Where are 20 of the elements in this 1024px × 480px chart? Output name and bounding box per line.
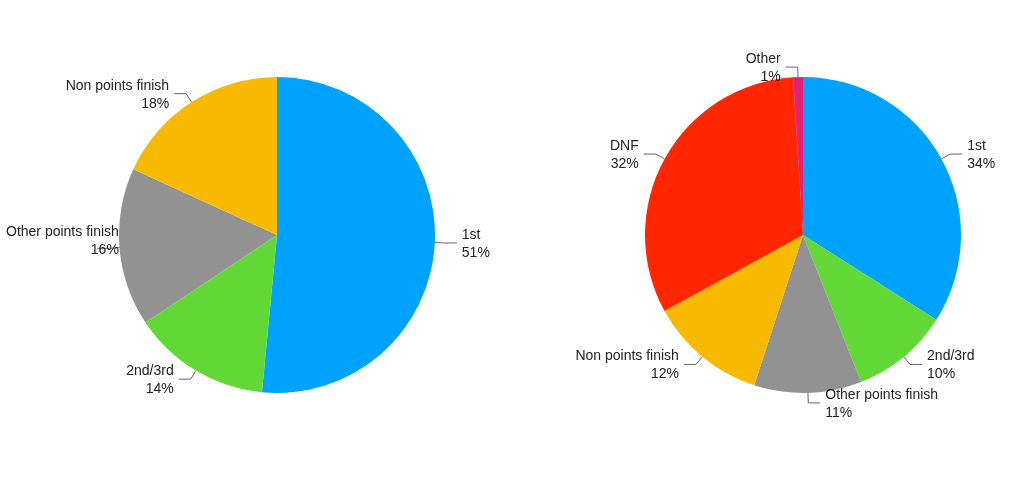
slice-label: Non points finish — [65, 76, 170, 93]
data-label: 32% — [610, 155, 639, 172]
data-label: 18% — [141, 94, 170, 111]
data-label: 14% — [145, 380, 174, 397]
slice-label: Non points finish — [575, 347, 679, 364]
slice-label: 2nd/3rd — [126, 362, 174, 379]
data-label: 11% — [825, 403, 853, 420]
data-label: 34% — [967, 155, 996, 172]
slice-label: Other — [745, 50, 782, 67]
data-label: 16% — [90, 241, 119, 258]
slice-label: 1st — [461, 225, 481, 242]
slice-label: Other points finish — [825, 385, 939, 402]
slice-label: 1st — [967, 137, 987, 154]
slice-label: Other points finish — [5, 223, 119, 240]
slice-label: 2nd/3rd — [927, 347, 975, 364]
data-label: 1% — [760, 68, 781, 85]
slice-label: DNF — [610, 137, 639, 154]
data-label: 51% — [461, 243, 490, 260]
data-label: 12% — [650, 365, 679, 382]
data-label: 10% — [927, 365, 956, 382]
